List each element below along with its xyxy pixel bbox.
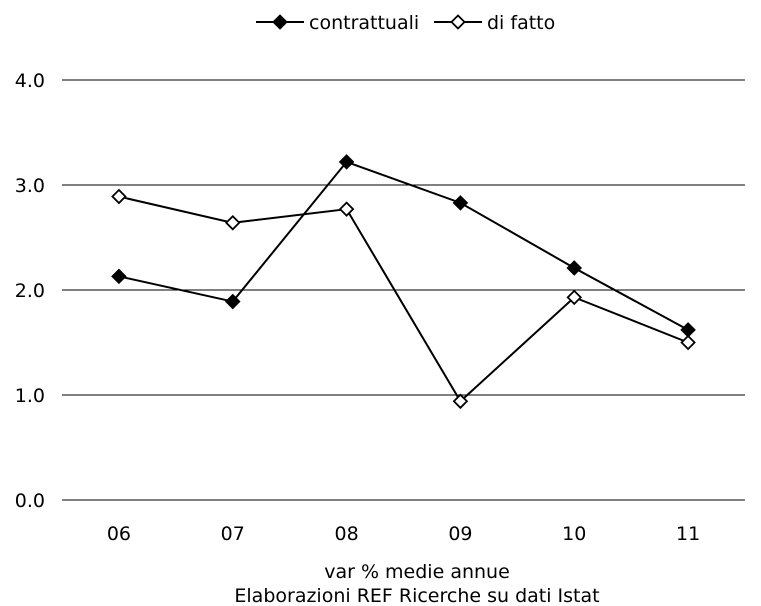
data-point-marker <box>680 322 696 338</box>
legend: contrattuali di fatto <box>256 12 555 34</box>
y-axis-ticks: 0.0 1.0 2.0 3.0 4.0 <box>15 70 45 512</box>
data-point-marker <box>566 260 583 276</box>
x-tick-label: 09 <box>448 523 472 545</box>
y-tick-label: 1.0 <box>15 385 45 407</box>
legend-label: contrattuali <box>309 12 419 34</box>
data-point-marker <box>452 393 469 410</box>
x-tick-label: 11 <box>676 523 700 545</box>
series-1 <box>111 154 696 338</box>
data-point-marker <box>338 154 355 170</box>
data-point-marker <box>338 201 355 217</box>
data-point-marker <box>452 195 469 211</box>
data-point-marker <box>224 215 241 231</box>
x-axis-ticks: 06 07 08 09 10 11 <box>107 523 700 545</box>
data-point-marker <box>111 188 127 205</box>
series-line <box>118 195 689 403</box>
source-note: Elaborazioni REF Ricerche su dati Istat <box>234 585 599 606</box>
y-tick-label: 4.0 <box>15 70 45 92</box>
data-point-marker <box>680 334 696 351</box>
y-tick-label: 2.0 <box>15 280 45 302</box>
series-line <box>118 160 689 331</box>
legend-marker <box>450 14 466 30</box>
series-layer <box>111 154 696 410</box>
x-tick-label: 10 <box>562 523 586 545</box>
data-point-marker <box>111 268 127 285</box>
y-tick-label: 0.0 <box>15 490 45 512</box>
x-tick-label: 07 <box>221 523 245 545</box>
x-tick-label: 06 <box>107 523 131 545</box>
data-point-marker <box>224 293 241 310</box>
legend-label: di fatto <box>487 12 555 34</box>
series-2 <box>111 188 696 410</box>
gridlines <box>62 79 745 501</box>
x-tick-label: 08 <box>334 523 358 545</box>
y-tick-label: 3.0 <box>15 175 45 197</box>
data-point-marker <box>566 289 583 306</box>
legend-marker <box>272 14 288 30</box>
x-axis-label: var % medie annue <box>324 561 510 583</box>
